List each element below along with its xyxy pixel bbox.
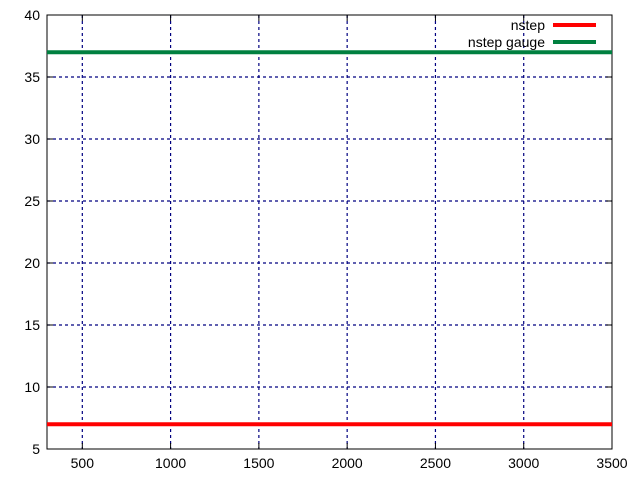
- x-tick-label: 1500: [243, 455, 274, 471]
- y-tick-label: 5: [32, 441, 40, 457]
- x-tick-label: 1000: [155, 455, 186, 471]
- y-tick-label: 30: [24, 131, 40, 147]
- x-tick-label: 2000: [332, 455, 363, 471]
- y-tick-label: 40: [24, 7, 40, 23]
- x-tick-label: 500: [71, 455, 95, 471]
- y-tick-label: 25: [24, 193, 40, 209]
- y-tick-label: 20: [24, 255, 40, 271]
- series-lines: [47, 50, 612, 427]
- y-tick-label: 35: [24, 69, 40, 85]
- y-tick-label: 10: [24, 379, 40, 395]
- axis-ticks: 500 1000 1500 2000 2500 3000 3500 5 10 15 20 25 30 35…: [24, 7, 627, 471]
- plot-frame: [46, 14, 613, 450]
- x-tick-label: 3500: [596, 455, 627, 471]
- legend-label: nstep: [511, 17, 545, 33]
- x-tick-label: 2500: [420, 455, 451, 471]
- legend-label: nstep gauge: [468, 34, 545, 50]
- grid-lines: [47, 15, 612, 449]
- x-tick-label: 3000: [508, 455, 539, 471]
- y-tick-label: 15: [24, 317, 40, 333]
